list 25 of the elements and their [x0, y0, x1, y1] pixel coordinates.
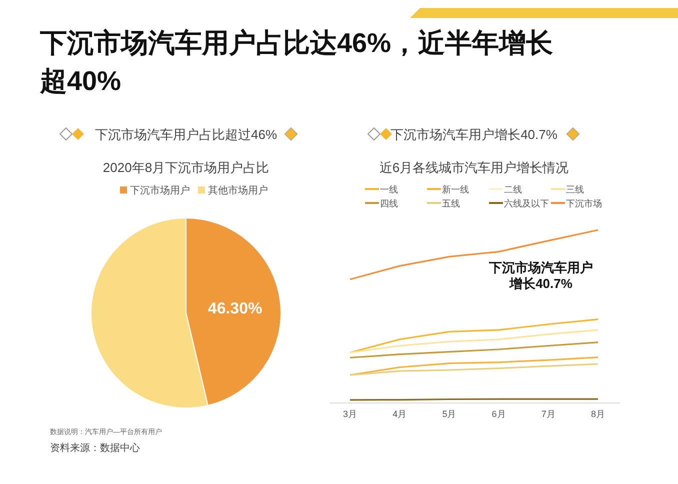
legend-label: 三线 [566, 184, 584, 194]
x-tick-label: 6月 [492, 409, 506, 419]
legend-label: 下沉市场用户 [130, 184, 190, 196]
legend-label: 六线及以下 [504, 198, 549, 208]
chart-title: 下沉市场汽车用户增长40.7% [390, 127, 558, 142]
x-tick-label: 4月 [392, 409, 407, 419]
data-label: 46.30% [208, 300, 262, 318]
text: 下沉市场汽车用户占比达46%，近半年增长超40% [39, 28, 554, 96]
legend-label: 新一线 [442, 184, 469, 194]
x-tick-label: 8月 [590, 409, 606, 419]
text: 资料来源：数据中心 [50, 442, 140, 454]
x-tick-label: 7月 [541, 409, 556, 419]
legend-label: 下沉市场 [566, 198, 602, 208]
x-tick-label: 5月 [442, 409, 456, 419]
chart-title: 下沉市场汽车用户占比超过46% [94, 127, 278, 142]
annotation: 增长40.7% [508, 276, 573, 291]
legend-label: 一线 [380, 184, 398, 194]
chart-subtitle: 近6月各线城市汽车用户增长情况 [379, 160, 569, 175]
chart-subtitle: 2020年8月下沉市场用户占比 [102, 160, 270, 175]
legend-label: 其他市场用户 [208, 184, 268, 196]
x-tick-label: 3月 [342, 409, 358, 419]
legend-label: 四线 [380, 198, 398, 208]
legend-label: 二线 [504, 184, 522, 194]
legend-label: 五线 [442, 198, 460, 208]
annotation: 下沉市场汽车用户 [488, 260, 593, 275]
